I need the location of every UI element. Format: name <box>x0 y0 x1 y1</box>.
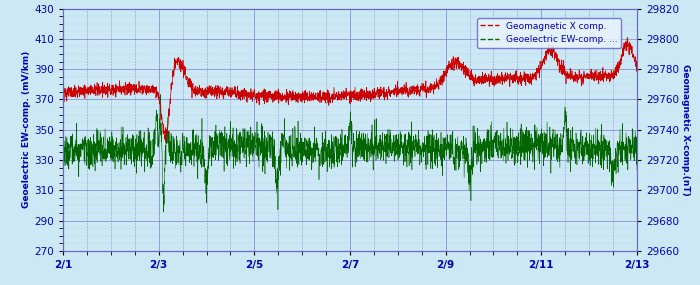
Y-axis label: Geomagnetic X-comp.(nT): Geomagnetic X-comp.(nT) <box>681 64 690 196</box>
Y-axis label: Geoelectric EW-comp. (mV/km): Geoelectric EW-comp. (mV/km) <box>22 51 32 208</box>
Legend: Geomagnetic X comp., Geoelectric EW-comp. ...: Geomagnetic X comp., Geoelectric EW-comp… <box>477 18 621 48</box>
